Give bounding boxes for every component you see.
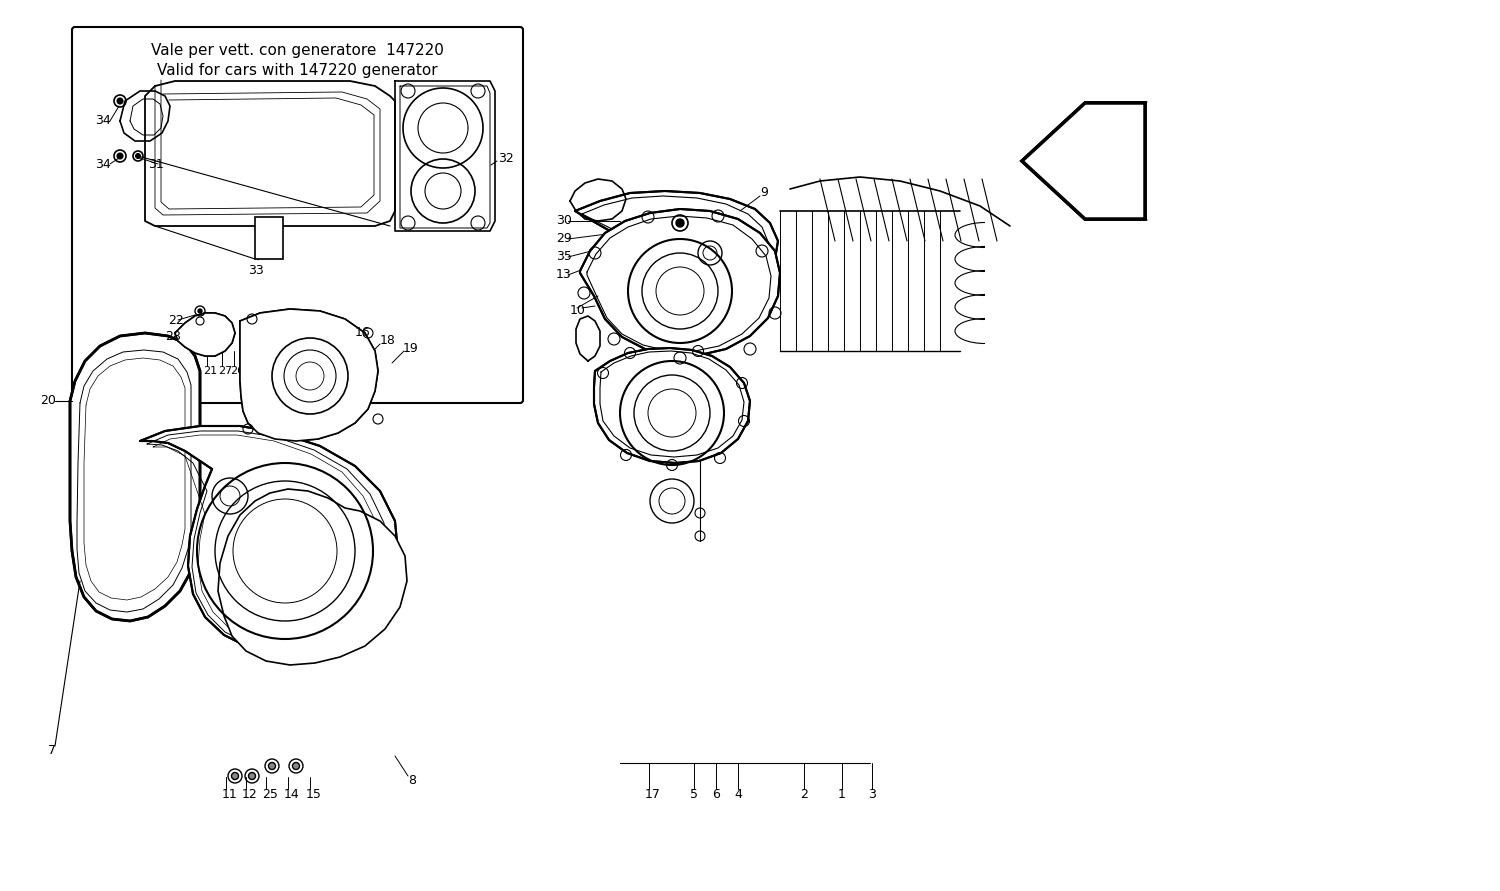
Text: 1: 1 [839, 788, 846, 800]
Text: 29: 29 [556, 233, 572, 246]
Circle shape [135, 153, 141, 159]
Polygon shape [176, 313, 236, 356]
Text: 25: 25 [262, 788, 278, 800]
Text: 15: 15 [306, 788, 322, 800]
Bar [255, 217, 284, 259]
Text: 20: 20 [40, 395, 56, 407]
Circle shape [268, 763, 276, 770]
Text: Valid for cars with 147220 generator: Valid for cars with 147220 generator [156, 63, 438, 78]
Text: 34: 34 [94, 158, 111, 170]
Polygon shape [1022, 103, 1144, 219]
Text: 19: 19 [404, 342, 418, 356]
Circle shape [117, 98, 123, 104]
Text: 11: 11 [222, 788, 237, 800]
Text: 4: 4 [734, 788, 742, 800]
Text: 22: 22 [168, 314, 183, 326]
Text: 7: 7 [48, 745, 56, 757]
Text: 8: 8 [408, 774, 416, 788]
Circle shape [676, 219, 684, 227]
Text: 6: 6 [712, 788, 720, 800]
Text: 26: 26 [230, 366, 244, 376]
Polygon shape [594, 348, 750, 463]
Polygon shape [1022, 103, 1144, 219]
Text: 5: 5 [690, 788, 698, 800]
Polygon shape [574, 191, 778, 291]
Polygon shape [140, 426, 398, 653]
Text: 14: 14 [284, 788, 300, 800]
Text: Vale per vett. con generatore  147220: Vale per vett. con generatore 147220 [150, 43, 444, 58]
Text: 31: 31 [148, 158, 164, 170]
Text: 12: 12 [242, 788, 258, 800]
Text: 18: 18 [380, 334, 396, 347]
Circle shape [231, 772, 238, 780]
Polygon shape [70, 333, 200, 621]
Text: 35: 35 [556, 250, 572, 264]
Text: 16: 16 [356, 326, 370, 339]
Text: 3: 3 [868, 788, 876, 800]
Text: 13: 13 [556, 268, 572, 282]
Text: 2: 2 [800, 788, 808, 800]
Polygon shape [1022, 103, 1144, 219]
Circle shape [198, 309, 202, 313]
Circle shape [249, 772, 255, 780]
FancyBboxPatch shape [72, 27, 524, 403]
Polygon shape [580, 209, 780, 355]
Polygon shape [217, 489, 406, 665]
Text: 33: 33 [248, 265, 264, 277]
Text: 24: 24 [262, 366, 276, 376]
Text: 27: 27 [217, 366, 232, 376]
Text: 21: 21 [202, 366, 217, 376]
Circle shape [117, 153, 123, 159]
Text: 28: 28 [165, 330, 182, 342]
Text: 10: 10 [570, 305, 586, 317]
Text: 17: 17 [645, 788, 662, 800]
Text: 23: 23 [248, 366, 261, 376]
Text: 9: 9 [760, 186, 768, 200]
Text: 32: 32 [498, 152, 513, 166]
Circle shape [292, 763, 300, 770]
Text: 30: 30 [556, 215, 572, 227]
Text: 34: 34 [94, 115, 111, 127]
Polygon shape [240, 309, 378, 441]
